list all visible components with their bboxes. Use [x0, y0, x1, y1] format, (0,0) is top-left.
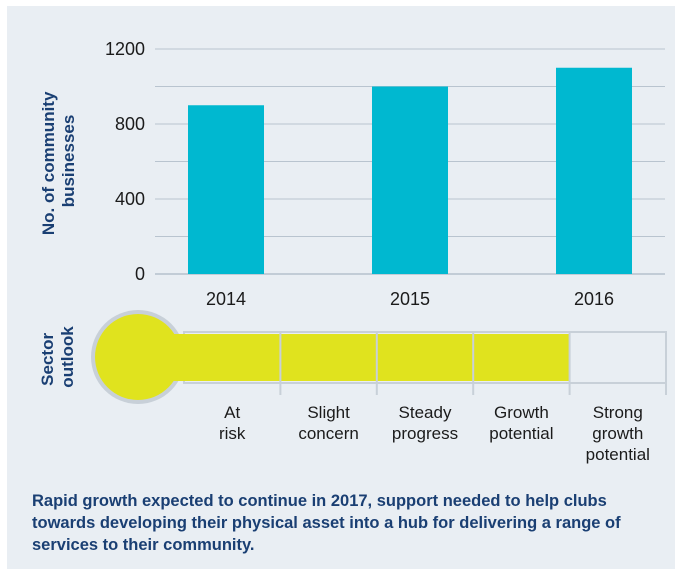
outlook-level-label: Strong growth potential: [586, 403, 650, 464]
outlook-level-label: Steady progress: [392, 403, 458, 443]
y-tick-label: 0: [135, 264, 145, 284]
y-tick-labels: 0 400 800 1200: [105, 39, 145, 284]
y-axis-title-line-2: businesses: [59, 115, 78, 208]
gauge-fill: [150, 334, 570, 381]
outlook-level-label: Growth potential: [489, 403, 553, 443]
bar-2015: [372, 86, 448, 274]
y-axis-title: No. of community businesses: [39, 87, 78, 235]
bar-2016: [556, 67, 632, 274]
x-tick-label: 2015: [390, 289, 430, 309]
outlook-level-label: Slight concern: [298, 403, 358, 443]
outlook-level-labels: At risk Slight concern Steady progress Growth p…: [219, 403, 650, 464]
outlook-title: Sector outlook: [38, 326, 77, 388]
sector-outlook-gauge: [91, 310, 667, 404]
caption-text: Rapid growth expected to continue in 201…: [32, 492, 621, 554]
y-tick-label: 400: [115, 189, 145, 209]
gauge-bulb: [95, 314, 181, 400]
y-tick-label: 800: [115, 114, 145, 134]
x-tick-label: 2014: [206, 289, 246, 309]
y-tick-label: 1200: [105, 39, 145, 59]
x-tick-label: 2016: [574, 289, 614, 309]
outlook-title-line-2: outlook: [58, 326, 77, 388]
bar-2014: [188, 105, 264, 274]
bars: [188, 67, 632, 274]
outlook-title-line-1: Sector: [38, 333, 57, 386]
y-axis-title-line-1: No. of community: [39, 91, 58, 235]
outlook-level-label: At risk: [219, 403, 246, 443]
x-tick-labels: 2014 2015 2016: [206, 289, 614, 309]
